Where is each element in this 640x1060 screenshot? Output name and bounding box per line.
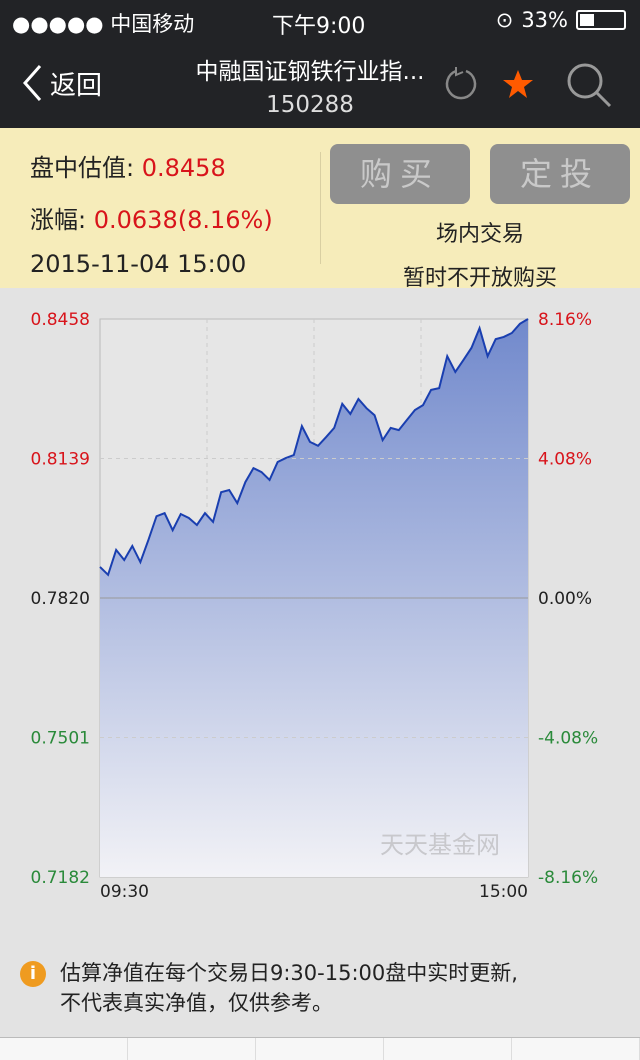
change-percent: (8.16%) <box>177 206 273 234</box>
purchase-note: 暂时不开放购买 <box>402 266 557 291</box>
tab[interactable] <box>384 1038 512 1060</box>
x-tick-label: 15:00 <box>479 882 528 902</box>
estimate-label: 盘中估值: <box>30 154 135 182</box>
footnote: i 估算净值在每个交易日9:30-15:00盘中实时更新, 不代表真实净值，仅供… <box>20 958 518 1018</box>
trade-note: 场内交易 <box>435 222 524 247</box>
nav-bar: 返回 中融国证钢铁行业指... 150288 <box>0 40 640 128</box>
auto-invest-button[interactable]: 定投 <box>490 144 630 204</box>
star-icon[interactable] <box>502 68 534 100</box>
y-tick-label: 0.7182 <box>31 868 90 888</box>
tab-bar <box>0 1037 640 1060</box>
clock: 下午9:00 <box>272 14 366 39</box>
change-label: 涨幅: <box>30 206 87 234</box>
status-bar: ●●●●● 中国移动 下午9:00 ⊙ 33% <box>0 6 640 39</box>
y-tick-label: 0.7501 <box>31 729 90 749</box>
x-tick-label: 09:30 <box>100 882 149 902</box>
tab[interactable] <box>0 1038 128 1060</box>
y-tick-label: 0.7820 <box>31 589 90 609</box>
fund-code: 150288 <box>266 92 354 118</box>
estimate-value: 0.8458 <box>141 154 226 182</box>
refresh-icon[interactable] <box>444 66 480 102</box>
battery-icon <box>576 10 626 30</box>
change-value: 0.0638 <box>93 206 178 234</box>
footnote-line1: 估算净值在每个交易日9:30-15:00盘中实时更新, <box>60 961 518 985</box>
divider <box>320 152 321 264</box>
y-tick-label: 0.8458 <box>31 310 90 330</box>
pct-tick-label: 8.16% <box>538 310 592 330</box>
datetime: 2015-11-04 15:00 <box>30 250 247 278</box>
rotation-lock-icon: ⊙ <box>495 8 514 32</box>
info-panel: 盘中估值: 0.8458 涨幅: 0.0638(8.16%) 2015-11-0… <box>0 128 640 291</box>
back-label: 返回 <box>50 70 103 101</box>
pct-tick-label: 4.08% <box>538 450 592 470</box>
tab[interactable] <box>256 1038 384 1060</box>
page-title: 中融国证钢铁行业指... <box>195 59 425 85</box>
buy-button[interactable]: 购买 <box>330 144 470 204</box>
back-button[interactable]: 返回 <box>22 64 102 102</box>
info-icon: i <box>20 961 46 987</box>
tab[interactable] <box>128 1038 256 1060</box>
y-tick-label: 0.8139 <box>31 450 90 470</box>
battery-percent: 33% <box>521 8 568 32</box>
tab[interactable] <box>512 1038 640 1060</box>
price-line <box>99 318 529 577</box>
pct-tick-label: -4.08% <box>538 729 598 749</box>
carrier: ●●●●● 中国移动 <box>12 12 195 36</box>
pct-tick-label: 0.00% <box>538 589 592 609</box>
footnote-line2: 不代表真实净值，仅供参考。 <box>60 991 333 1015</box>
intraday-chart: 天天基金网 0.8458 8.16% 0.8139 4.08% 0.7820 0.00% 0.… <box>31 310 599 902</box>
pct-tick-label: -8.16% <box>538 868 598 888</box>
header: ●●●●● 中国移动 下午9:00 ⊙ 33% 返回 中融国证钢铁行业指... 1… <box>0 0 640 128</box>
watermark: 天天基金网 <box>380 831 500 859</box>
chevron-left-icon <box>22 65 42 101</box>
search-icon[interactable] <box>564 60 614 110</box>
